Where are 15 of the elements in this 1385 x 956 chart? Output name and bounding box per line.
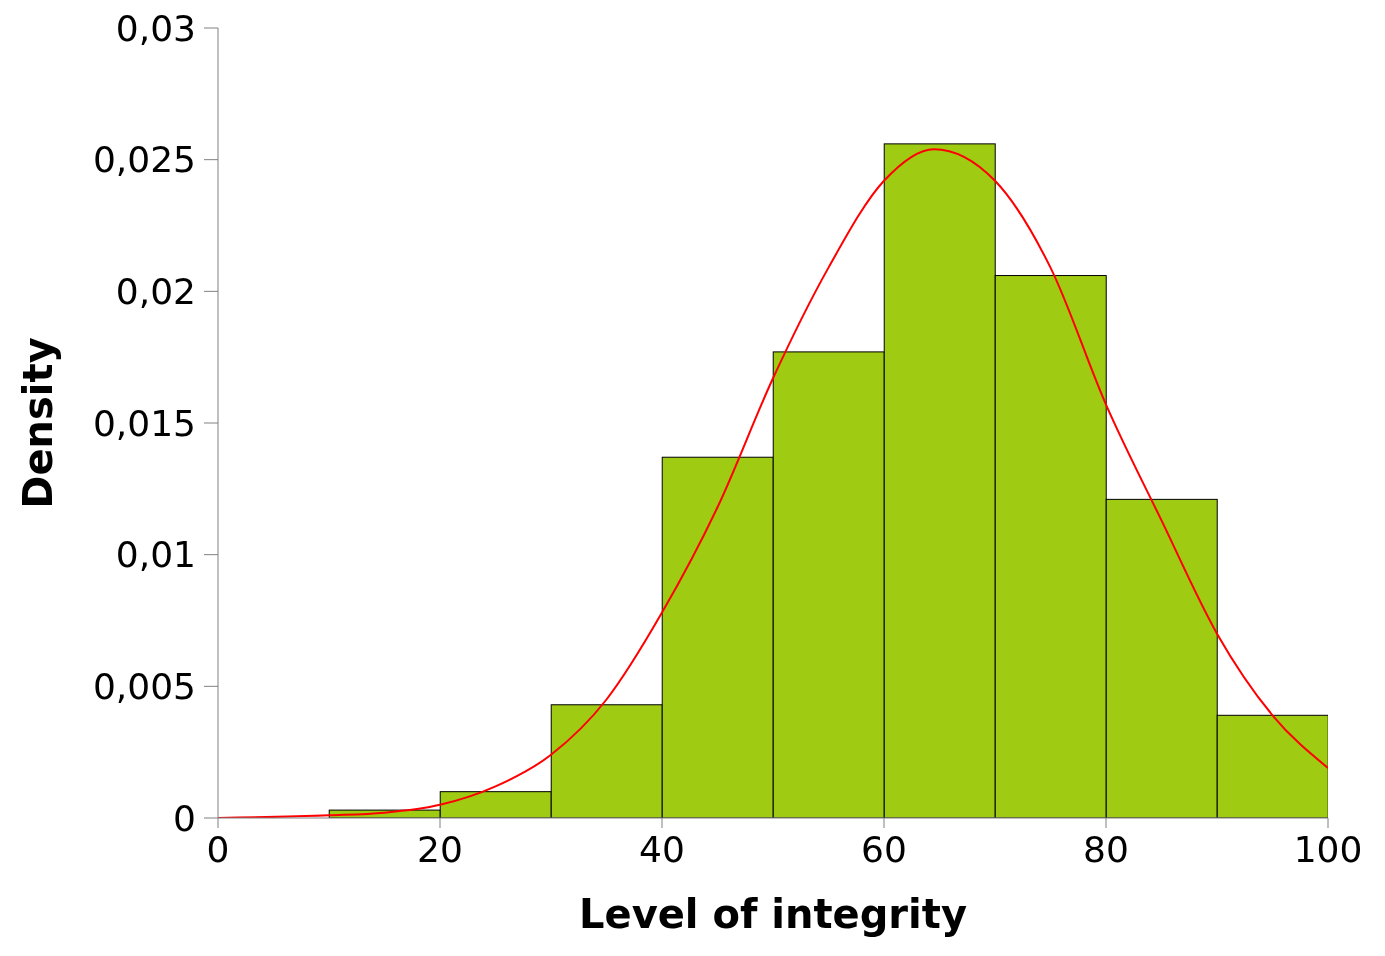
x-tick-label: 60 xyxy=(861,828,907,870)
x-tick-label: 40 xyxy=(639,828,685,870)
y-tick-label: 0,025 xyxy=(92,139,196,181)
y-tick-label: 0,005 xyxy=(92,666,196,708)
y-tick-label: 0,015 xyxy=(92,402,196,444)
x-axis-title: Level of integrity xyxy=(579,891,967,937)
y-tick-label: 0,02 xyxy=(115,271,196,313)
y-tick-label: 0,01 xyxy=(115,534,196,576)
y-tick-label: 0 xyxy=(173,797,196,839)
x-tick-label: 80 xyxy=(1083,828,1129,870)
x-tick-label: 100 xyxy=(1293,828,1363,870)
x-tick-label: 0 xyxy=(206,828,230,870)
y-tick-label: 0,03 xyxy=(115,7,196,49)
y-axis-title: Density xyxy=(15,337,62,509)
x-tick-label: 20 xyxy=(417,828,463,870)
